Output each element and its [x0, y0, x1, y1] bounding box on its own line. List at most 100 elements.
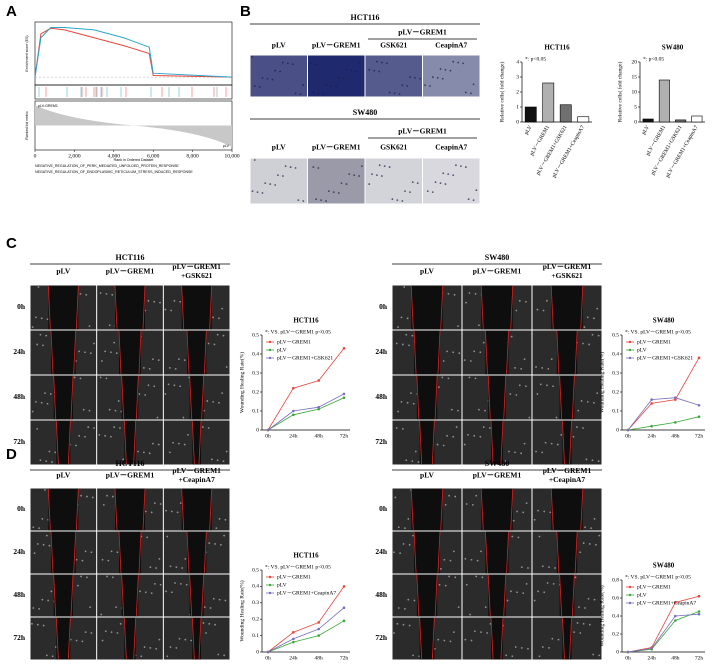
micrograph	[423, 55, 480, 97]
cell-speck	[170, 309, 173, 312]
cell-speck	[105, 293, 108, 295]
series-line	[627, 416, 700, 431]
cell-speck	[394, 496, 397, 499]
cell-speck	[474, 377, 477, 380]
cell-speck	[431, 76, 434, 78]
x-tick-label: 8,000	[186, 153, 199, 159]
chart-title: HCT116	[293, 552, 319, 560]
cell-speck	[527, 647, 529, 650]
cell-speck	[398, 93, 401, 96]
cell-speck	[101, 558, 104, 561]
annotation: *: VS. pLV－GREM1 p<0.05	[265, 564, 331, 570]
row-label: 24h	[13, 547, 26, 556]
series-line	[627, 611, 700, 653]
cell-speck	[588, 343, 591, 346]
wound-edge	[209, 488, 213, 531]
wound-edge	[55, 420, 59, 465]
wound-edge	[419, 617, 423, 660]
cell-speck	[460, 165, 462, 168]
wound-gap	[181, 285, 212, 330]
cell-speck	[84, 550, 87, 553]
cell-speck	[401, 428, 404, 430]
column-label: pLV－GREM1	[106, 471, 155, 480]
row-label: 24h	[375, 347, 388, 356]
wound-gap	[48, 285, 79, 330]
cell-speck	[183, 443, 186, 446]
cell-speck	[582, 542, 585, 544]
cell-speck	[216, 459, 219, 462]
cell-speck	[45, 654, 48, 657]
cell-speck	[400, 400, 403, 403]
cell-speck	[574, 576, 577, 579]
cell-speck	[209, 607, 212, 609]
cell-speck	[454, 495, 457, 498]
cell-speck	[457, 61, 460, 64]
chart-title: SW480	[662, 44, 684, 52]
cell-speck	[174, 582, 176, 584]
cell-speck	[584, 607, 586, 609]
cell-speck	[79, 293, 82, 295]
cell-speck	[110, 631, 113, 634]
wound-gap	[491, 420, 503, 465]
cell-speck	[472, 83, 475, 86]
cell-speck	[90, 551, 93, 554]
point	[650, 424, 653, 428]
wound-edge	[416, 375, 420, 420]
cell-speck	[508, 450, 510, 453]
cell-speck	[582, 427, 584, 429]
cell-speck	[465, 301, 467, 304]
annotation: pLV-GREM1	[38, 104, 58, 108]
cell-speck	[178, 637, 181, 640]
wound-gap	[115, 285, 145, 330]
cell-speck	[520, 647, 523, 649]
wound-edge	[138, 531, 142, 574]
point	[697, 404, 701, 407]
cell-speck	[439, 68, 442, 70]
cell-speck	[441, 376, 444, 379]
cell-speck	[42, 543, 45, 546]
cell-speck	[175, 647, 178, 649]
cell-speck	[138, 393, 141, 395]
micrograph	[308, 158, 365, 204]
row-label: 48h	[375, 590, 388, 599]
cell-speck	[187, 433, 189, 436]
wound-edge	[500, 617, 504, 660]
cell-speck	[395, 427, 398, 429]
cell-speck	[393, 92, 396, 95]
grid-title: HCT116	[351, 13, 380, 22]
cell-speck	[452, 174, 455, 177]
cell-speck	[264, 182, 267, 185]
cell-speck	[115, 352, 118, 355]
wound-edge	[434, 574, 438, 617]
cell-speck	[481, 576, 484, 579]
cell-speck	[476, 559, 479, 562]
cell-speck	[397, 607, 400, 609]
wound-edge	[135, 574, 139, 617]
cell-speck	[403, 286, 406, 288]
cell-speck	[376, 60, 378, 63]
cell-speck	[536, 308, 539, 311]
cell-speck	[555, 416, 558, 419]
legend-entry: pLV	[637, 592, 647, 598]
wound-edge	[480, 285, 484, 330]
cell-speck	[368, 68, 371, 71]
wound-edge	[410, 488, 414, 531]
point	[342, 585, 346, 588]
cell-speck	[142, 367, 145, 369]
cell-speck	[122, 458, 125, 461]
wound-edge	[201, 375, 205, 420]
wound-edge	[209, 285, 213, 330]
wound-edge	[73, 531, 77, 574]
cell-speck	[50, 590, 53, 593]
cell-speck	[39, 459, 42, 462]
cell-speck	[400, 316, 403, 319]
wound-gap	[419, 617, 435, 660]
cell-speck	[115, 606, 118, 609]
cell-speck	[436, 77, 439, 79]
cell-speck	[39, 333, 42, 336]
cell-speck	[277, 174, 279, 177]
cell-speck	[504, 460, 507, 463]
bar	[642, 118, 654, 123]
cell-speck	[590, 527, 593, 530]
